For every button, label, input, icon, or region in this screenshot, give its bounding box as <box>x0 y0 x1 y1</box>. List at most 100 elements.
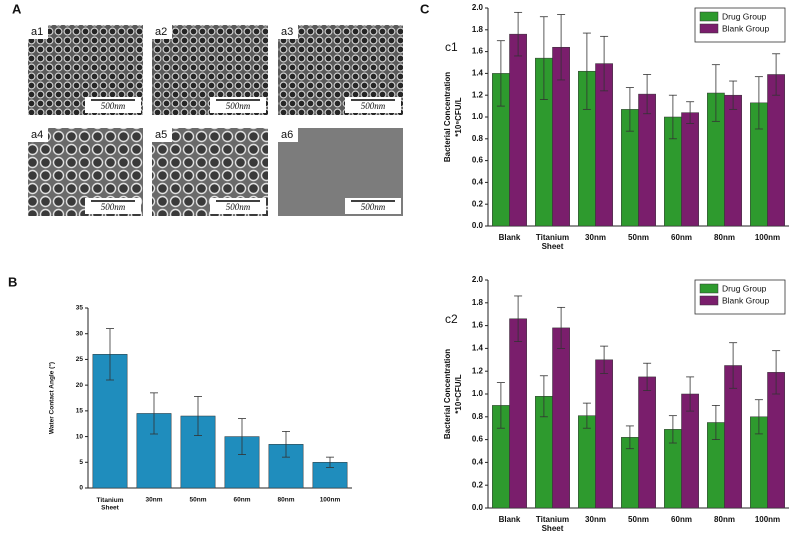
legend-label: Blank Group <box>722 295 770 305</box>
x-tick-label: Titanium Sheet <box>97 497 124 511</box>
error-bar <box>668 415 677 444</box>
image-label-box <box>28 128 48 142</box>
image-label: a1 <box>31 26 43 38</box>
error-bar <box>194 396 202 436</box>
error-bar <box>729 342 738 389</box>
error-bar <box>600 35 609 92</box>
x-tick-label: 80nm <box>714 515 735 524</box>
x-tick-label: 100nm <box>755 515 780 524</box>
error-bar <box>772 350 781 395</box>
y-tick-label: 25 <box>76 356 84 363</box>
image-label-box <box>152 128 172 142</box>
panel-label: A <box>12 1 22 16</box>
error-bar <box>625 425 634 450</box>
x-tick-label: 80nm <box>714 233 735 242</box>
error-bar <box>150 392 158 435</box>
x-tick-label: 80nm <box>278 497 295 504</box>
error-bar <box>729 80 738 110</box>
y-tick-label: 0 <box>79 485 83 492</box>
error-bar <box>643 74 652 115</box>
scale-box <box>210 198 266 214</box>
y-tick-label: 1.6 <box>472 47 484 56</box>
error-bar <box>754 399 763 435</box>
scale-box <box>345 198 401 214</box>
image-label-box <box>152 25 172 39</box>
image-label: a5 <box>155 129 167 141</box>
error-bar <box>582 402 591 429</box>
y-axis-label: Bacterial Concentration <box>443 72 452 162</box>
x-tick-label: 50nm <box>628 233 649 242</box>
error-bar <box>282 431 290 458</box>
x-tick-label: Blank <box>499 515 521 524</box>
legend-label: Drug Group <box>722 283 767 293</box>
image-label: a4 <box>31 129 43 141</box>
y-axis-label: Bacterial Concentration <box>443 349 452 439</box>
error-bar <box>514 11 523 57</box>
image-label: a3 <box>281 26 293 38</box>
y-tick-label: 0.4 <box>472 458 484 467</box>
error-bar <box>326 456 334 468</box>
y-tick-label: 0.8 <box>472 134 484 143</box>
error-bar <box>557 14 566 81</box>
y-axis-label: *10⁹CFU/L <box>454 97 463 136</box>
x-tick-label: 60nm <box>234 497 251 504</box>
error-bar <box>496 382 505 429</box>
x-tick-label: 60nm <box>671 233 692 242</box>
error-bar <box>106 328 114 381</box>
x-tick-label: Blank <box>499 233 521 242</box>
y-tick-label: 0.8 <box>472 412 484 421</box>
chart-label: c2 <box>445 312 458 326</box>
x-tick-label: 30nm <box>585 515 606 524</box>
image-label-box <box>278 25 298 39</box>
x-tick-label: 50nm <box>628 515 649 524</box>
error-bar <box>238 418 246 455</box>
y-tick-label: 0.0 <box>472 503 484 512</box>
error-bar <box>514 295 523 342</box>
y-tick-label: 1.0 <box>472 389 484 398</box>
error-bar <box>600 345 609 374</box>
bar <box>724 94 742 227</box>
error-bar <box>496 40 505 107</box>
scale-box <box>210 97 266 113</box>
legend-swatch <box>699 295 719 306</box>
y-tick-label: 10 <box>76 433 84 440</box>
error-bar <box>539 375 548 418</box>
error-bar <box>668 94 677 140</box>
legend-swatch <box>699 283 719 294</box>
legend-label: Blank Group <box>722 23 770 33</box>
bar <box>509 33 527 227</box>
x-tick-label: 30nm <box>146 497 163 504</box>
y-tick-label: 0.6 <box>472 435 484 444</box>
x-tick-label: Titanium Sheet <box>536 233 569 251</box>
y-tick-label: 1.0 <box>472 112 484 121</box>
bar <box>509 318 527 509</box>
error-bar <box>557 306 566 349</box>
image-label-box <box>28 25 48 39</box>
bar <box>552 327 570 509</box>
error-bar <box>711 404 720 441</box>
x-tick-label: 100nm <box>320 497 341 504</box>
bar <box>578 415 596 509</box>
y-tick-label: 5 <box>79 459 83 466</box>
y-tick-label: 0.2 <box>472 199 484 208</box>
scale-label: 500nm <box>101 101 126 111</box>
scale-label: 500nm <box>101 202 126 212</box>
panel-label: C <box>420 1 430 16</box>
y-tick-label: 1.2 <box>472 366 484 375</box>
y-tick-label: 1.2 <box>472 90 484 99</box>
y-tick-label: 1.6 <box>472 321 484 330</box>
error-bar <box>772 53 781 96</box>
bar <box>681 112 699 227</box>
y-tick-label: 1.4 <box>472 69 484 78</box>
error-bar <box>711 64 720 122</box>
legend-label: Drug Group <box>722 11 767 21</box>
y-tick-label: 2.0 <box>472 3 484 12</box>
scale-label: 500nm <box>226 202 251 212</box>
image-label-box <box>278 128 298 142</box>
y-tick-label: 0.6 <box>472 156 484 165</box>
error-bar <box>625 87 634 132</box>
y-tick-label: 20 <box>76 382 84 389</box>
image-label: a2 <box>155 26 167 38</box>
scale-box <box>85 97 141 113</box>
x-tick-label: Titanium Sheet <box>536 515 569 533</box>
